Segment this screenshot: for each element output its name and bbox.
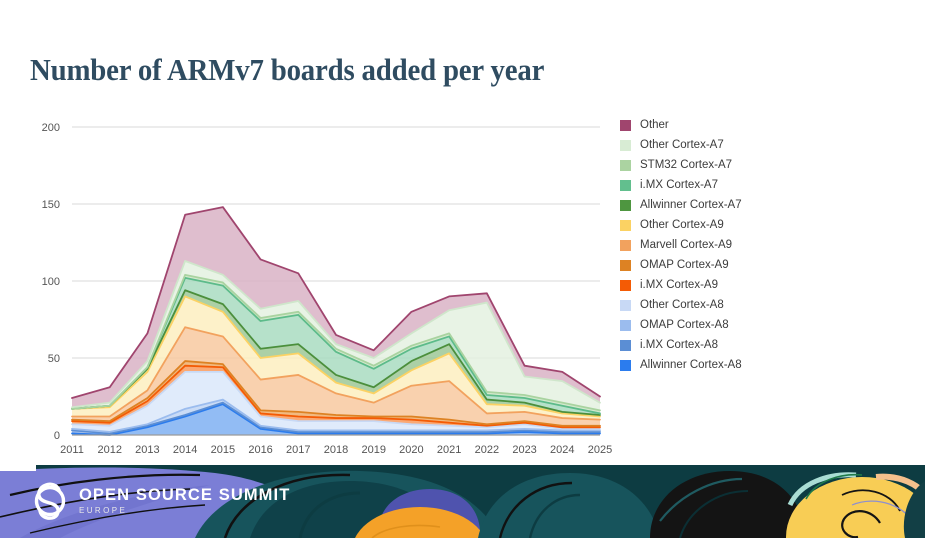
legend-item-label: Allwinner Cortex-A7 <box>640 199 742 211</box>
legend-item[interactable]: i.MX Cortex-A8 <box>620 335 920 355</box>
x-axis-tick-label: 2012 <box>97 444 121 455</box>
area-series-line <box>71 370 601 430</box>
chart-series-lines <box>71 206 601 436</box>
area-series-line <box>71 289 601 416</box>
area-series-line <box>71 364 601 429</box>
area-series <box>72 371 600 432</box>
y-axis-tick-label: 200 <box>42 122 60 134</box>
area-series <box>72 404 600 435</box>
area-series <box>72 327 600 426</box>
legend-color-swatch <box>620 359 631 371</box>
x-axis-tick-label: 2013 <box>135 444 159 455</box>
chart-y-axis-ticks: 0 50 100 150 200 <box>42 122 60 442</box>
chart-plot-area: 0 50 100 150 200 2011 2012 2013 2014 2015 2016 201… <box>0 105 620 455</box>
chart-x-axis-ticks: 2011 2012 2013 2014 2015 2016 2017 2018 2019 2020… <box>60 444 612 455</box>
legend-item[interactable]: i.MX Cortex-A7 <box>620 175 920 195</box>
x-axis-tick-label: 2016 <box>248 444 272 455</box>
x-axis-tick-label: 2011 <box>60 444 84 455</box>
legend-item[interactable]: Other Cortex-A8 <box>620 295 920 315</box>
area-series <box>72 207 600 408</box>
page-title: Number of ARMv7 boards added per year <box>30 52 545 87</box>
legend-item[interactable]: Allwinner Cortex-A8 <box>620 355 920 375</box>
legend-color-swatch <box>620 299 631 311</box>
legend-item-label: i.MX Cortex-A8 <box>640 339 718 351</box>
legend-item-label: Other Cortex-A9 <box>640 219 724 231</box>
bottom-banner: OPEN SOURCE SUMMIT EUROPE <box>0 465 925 538</box>
legend-color-swatch <box>620 239 631 251</box>
logo-subtitle: EUROPE <box>79 506 128 515</box>
legend-color-swatch <box>620 159 631 171</box>
y-axis-tick-label: 150 <box>42 199 60 211</box>
x-axis-tick-label: 2018 <box>324 444 348 455</box>
x-axis-tick-label: 2019 <box>361 444 385 455</box>
s-swirl-icon <box>34 482 66 520</box>
legend-item[interactable]: OMAP Cortex-A9 <box>620 255 920 275</box>
banner-artwork <box>0 465 925 538</box>
legend-item-label: Other <box>640 119 669 131</box>
x-axis-tick-label: 2021 <box>437 444 461 455</box>
legend-color-swatch <box>620 279 631 291</box>
area-series-line <box>71 360 601 427</box>
x-axis-tick-label: 2020 <box>399 444 423 455</box>
area-series-line <box>71 206 601 399</box>
legend-item-label: STM32 Cortex-A7 <box>640 159 733 171</box>
open-source-summit-logo: OPEN SOURCE SUMMIT EUROPE <box>30 479 290 523</box>
legend-item[interactable]: Other Cortex-A7 <box>620 135 920 155</box>
area-series-line <box>71 295 601 418</box>
legend-color-swatch <box>620 219 631 231</box>
x-axis-tick-label: 2017 <box>286 444 310 455</box>
y-axis-tick-label: 50 <box>48 353 60 365</box>
area-series <box>72 296 600 420</box>
legend-item-label: i.MX Cortex-A7 <box>640 179 718 191</box>
legend-color-swatch <box>620 319 631 331</box>
legend-color-swatch <box>620 339 631 351</box>
x-axis-tick-label: 2025 <box>588 444 612 455</box>
area-series-line <box>71 273 601 412</box>
area-series-line <box>71 403 601 436</box>
area-series-line <box>71 398 601 433</box>
x-axis-tick-label: 2024 <box>550 444 574 455</box>
legend-item[interactable]: Other Cortex-A9 <box>620 215 920 235</box>
legend-color-swatch <box>620 179 631 191</box>
x-axis-tick-label: 2014 <box>173 444 197 455</box>
legend-item[interactable]: OMAP Cortex-A8 <box>620 315 920 335</box>
legend-item-label: Other Cortex-A8 <box>640 299 724 311</box>
legend-item[interactable]: Allwinner Cortex-A7 <box>620 195 920 215</box>
legend-item-label: Marvell Cortex-A9 <box>640 239 733 251</box>
legend-item[interactable]: Marvell Cortex-A9 <box>620 235 920 255</box>
legend-item-label: OMAP Cortex-A9 <box>640 259 729 271</box>
logo-text: OPEN SOURCE SUMMIT EUROPE <box>79 486 290 516</box>
legend-item-label: i.MX Cortex-A9 <box>640 279 718 291</box>
stacked-area-chart: 0 50 100 150 200 2011 2012 2013 2014 2015 2016 201… <box>0 105 925 455</box>
legend-item[interactable]: Other <box>620 115 920 135</box>
x-axis-tick-label: 2023 <box>512 444 536 455</box>
legend-color-swatch <box>620 199 631 211</box>
chart-legend: Other Other Cortex-A7 STM32 Cortex-A7 i.MX … <box>620 115 920 375</box>
legend-color-swatch <box>620 139 631 151</box>
legend-color-swatch <box>620 259 631 271</box>
x-axis-tick-label: 2015 <box>211 444 235 455</box>
area-series-line <box>71 401 601 435</box>
legend-item-label: Other Cortex-A7 <box>640 139 724 151</box>
x-axis-tick-label: 2022 <box>475 444 499 455</box>
legend-item-label: OMAP Cortex-A8 <box>640 319 729 331</box>
area-series-line <box>71 326 601 421</box>
legend-color-swatch <box>620 119 631 131</box>
banner-corner-strip <box>0 465 36 471</box>
y-axis-tick-label: 100 <box>42 276 60 288</box>
area-series-line <box>71 260 601 409</box>
y-axis-tick-label: 0 <box>54 430 60 442</box>
area-series <box>72 260 600 411</box>
legend-item[interactable]: i.MX Cortex-A9 <box>620 275 920 295</box>
legend-item[interactable]: STM32 Cortex-A7 <box>620 155 920 175</box>
logo-title: OPEN SOURCE SUMMIT <box>79 486 291 504</box>
legend-item-label: Allwinner Cortex-A8 <box>640 359 742 371</box>
